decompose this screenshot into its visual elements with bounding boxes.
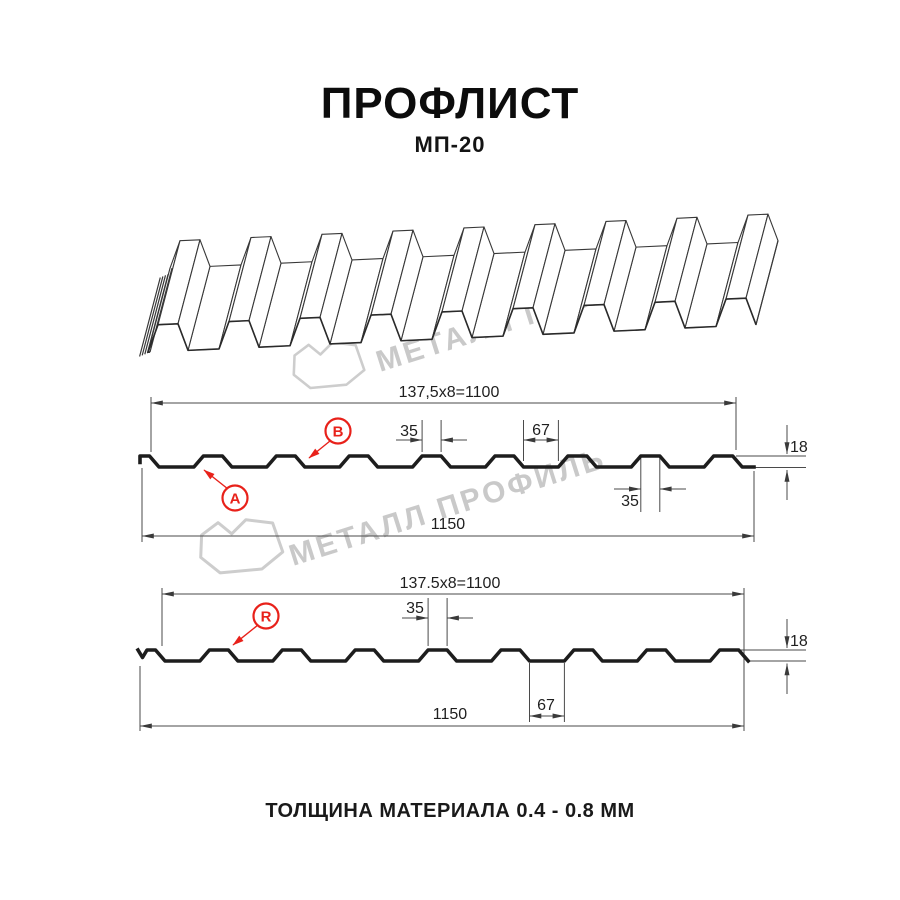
side-label-b: B: [308, 417, 352, 459]
dim-height-value: 18: [790, 439, 808, 456]
dim-coverage-width: 137,5x8=1100: [150, 384, 737, 452]
dim-overall-width: 1150: [141, 468, 755, 542]
dim-rib-top-value: 35: [406, 600, 424, 617]
dim-rib-top-value: 35: [400, 423, 418, 440]
profile-outline-front: [138, 454, 756, 469]
dim-profile-height: 18: [741, 619, 808, 694]
side-label-r-value: R: [261, 609, 272, 626]
dim-overall-width: 1150: [139, 666, 745, 731]
watermark-lower: МЕТАЛЛ ПРОФИЛЬ: [199, 442, 610, 575]
metall-profil-logo-icon: [199, 518, 285, 575]
dim-coverage-width-value: 137,5x8=1100: [399, 384, 500, 401]
dim-valley-width: 67: [529, 663, 565, 722]
dim-overall-width-value: 1150: [431, 516, 466, 533]
profile-sheet-3d-view: [139, 213, 779, 357]
dim-rib-top-width: 35: [396, 420, 467, 452]
side-label-r: R: [232, 602, 280, 646]
cross-section-back: 137.5x8=1100 35 67 18 115: [135, 575, 808, 731]
dim-valley-width: 67: [523, 420, 559, 461]
side-label-a-value: A: [230, 491, 241, 508]
dim-profile-height: 18: [736, 425, 808, 500]
dim-valley-value: 67: [537, 697, 555, 714]
thickness-note: ТОЛЩИНА МАТЕРИАЛА 0.4 - 0.8 ММ: [265, 800, 634, 822]
cross-section-front: 137,5x8=1100 35 67 35: [138, 384, 808, 542]
metall-profil-logo-icon: [292, 341, 366, 390]
dim-coverage-width: 137.5x8=1100: [161, 575, 745, 731]
dim-valley-value: 67: [532, 422, 550, 439]
profile-outline-back: [135, 647, 751, 664]
dim-rib-top-width-right: 35: [614, 458, 686, 512]
dim-coverage-width-value: 137.5x8=1100: [400, 575, 501, 592]
dim-height-value: 18: [790, 633, 808, 650]
side-label-a: A: [203, 469, 249, 512]
page-subtitle: МП-20: [415, 132, 486, 157]
side-label-b-value: B: [333, 424, 344, 441]
dim-rib-top-right-value: 35: [621, 493, 639, 510]
dim-rib-top-width: 35: [402, 598, 473, 646]
dim-overall-width-value: 1150: [433, 706, 468, 723]
page-title: ПРОФЛИСТ: [321, 79, 580, 128]
